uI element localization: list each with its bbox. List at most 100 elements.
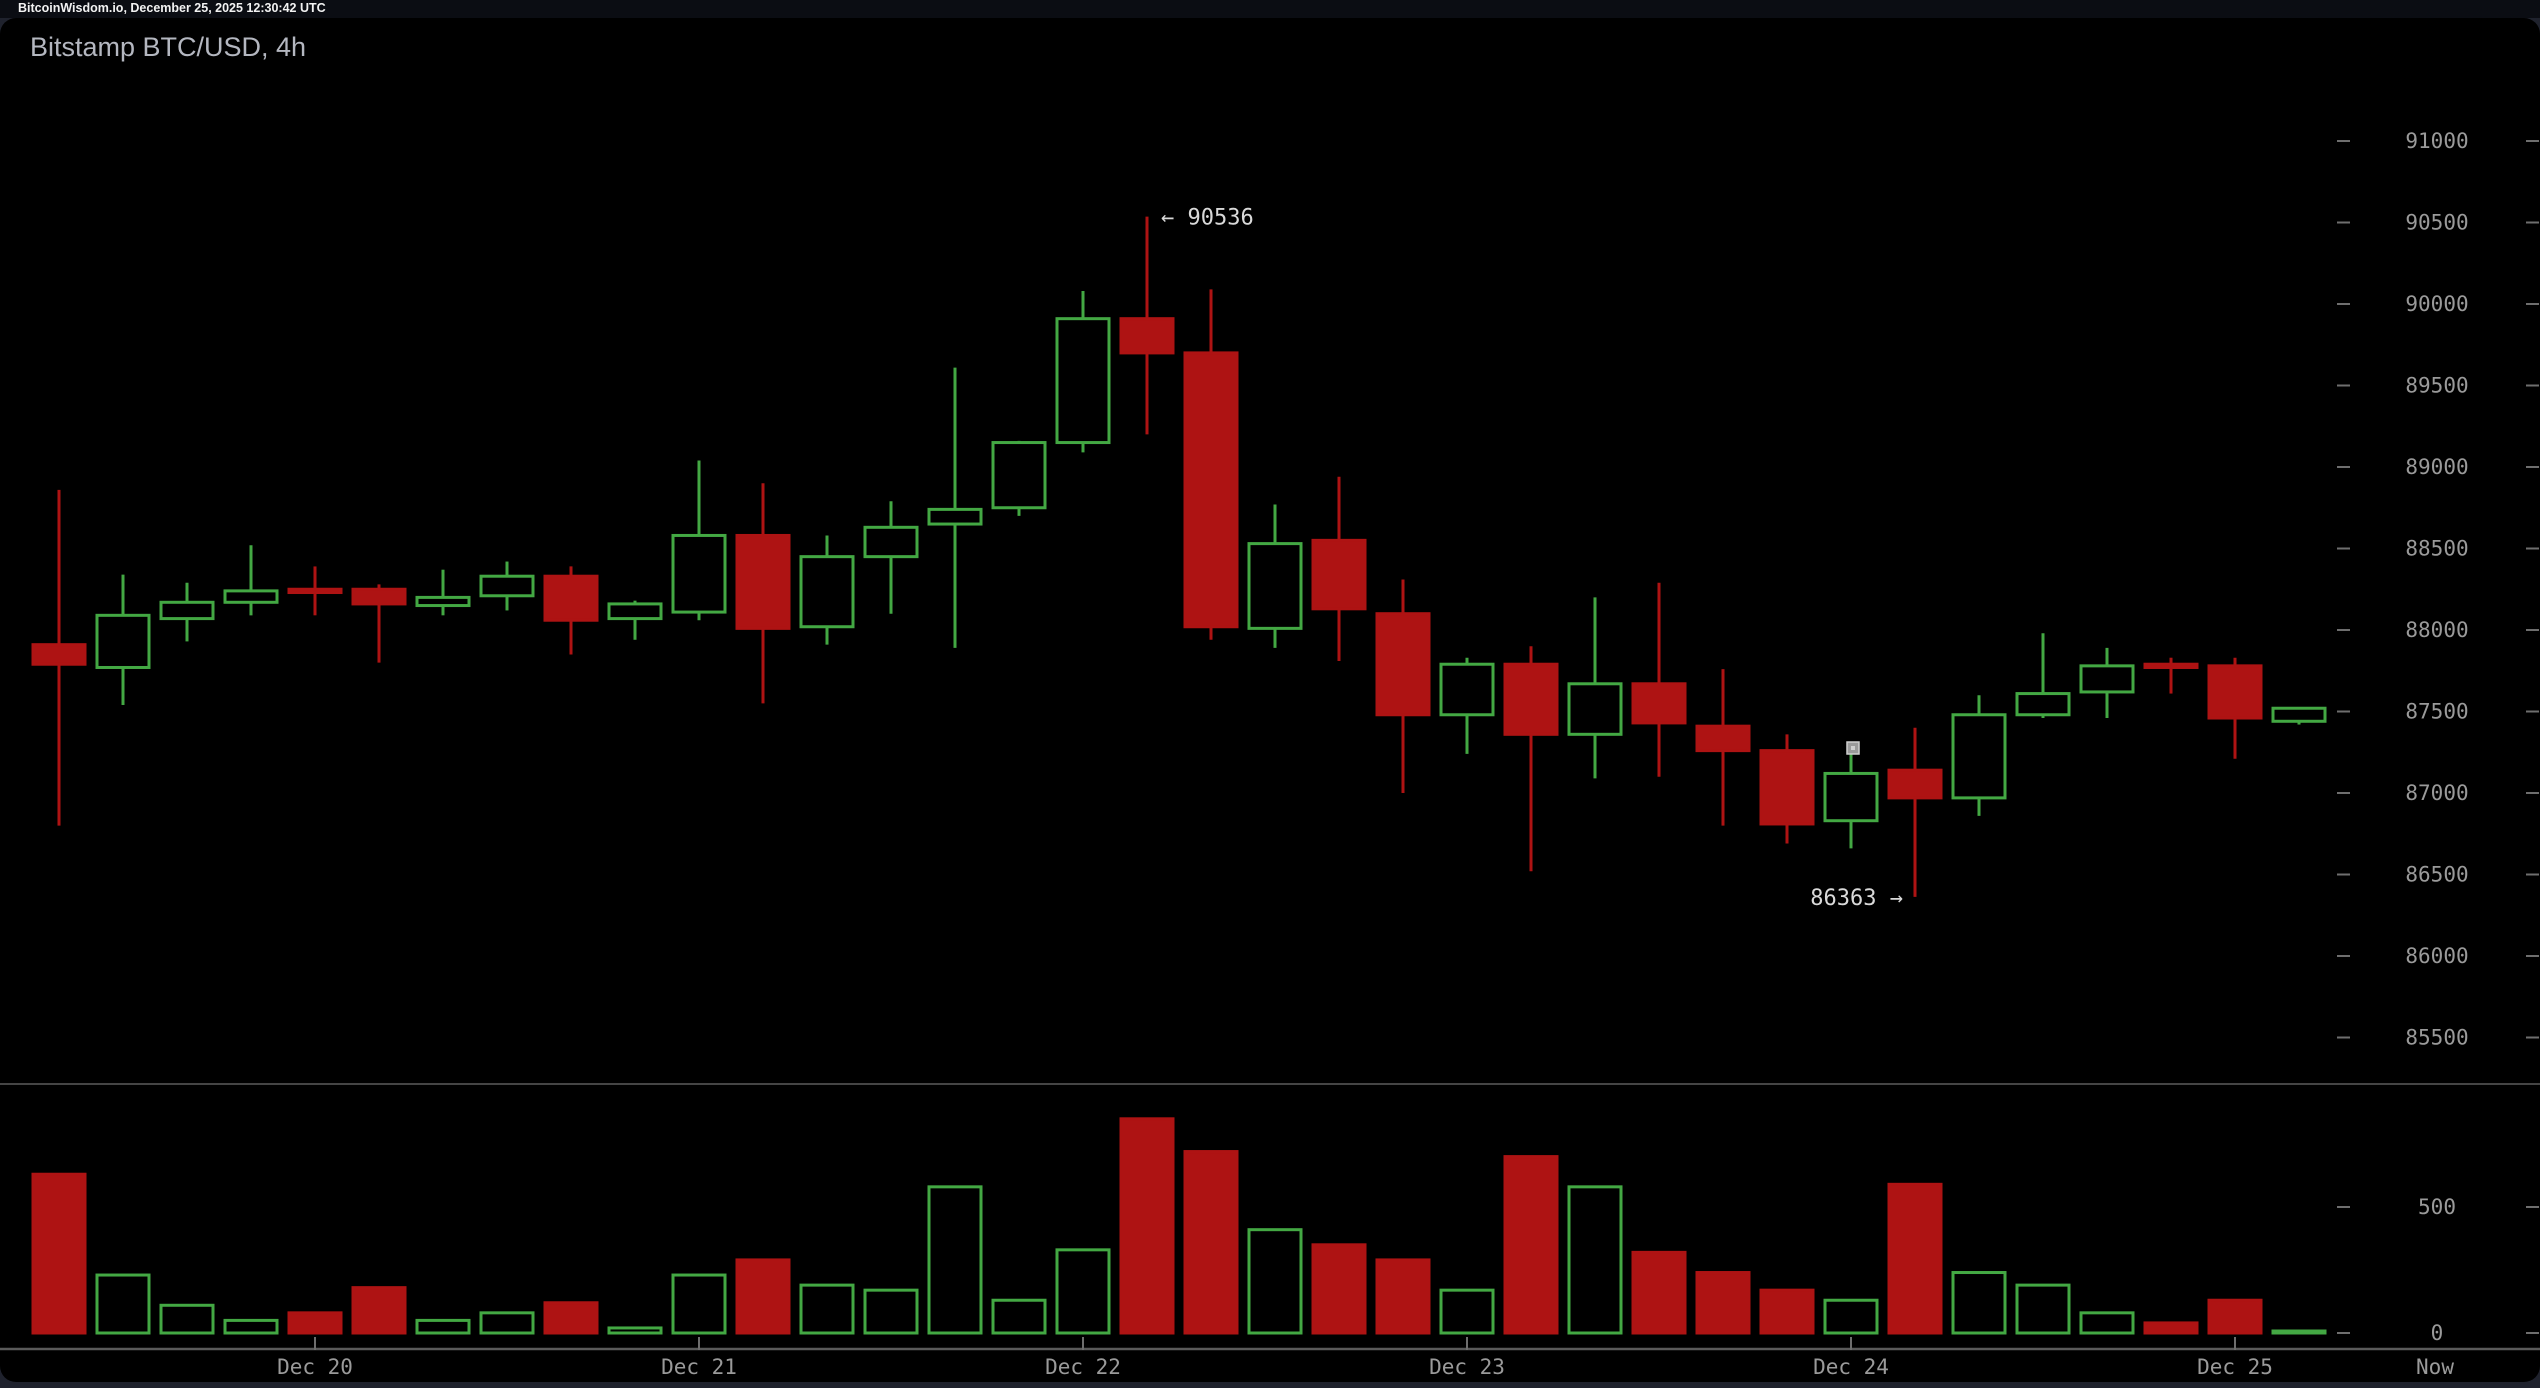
- candle-body: [927, 507, 983, 526]
- candle-body: [223, 589, 279, 604]
- candle: [287, 566, 343, 616]
- candle-body: [1823, 771, 1879, 823]
- candle: [1567, 597, 1623, 779]
- volume-bar: [1055, 1248, 1111, 1335]
- candle: [2271, 706, 2327, 725]
- candle-body: [1503, 662, 1559, 736]
- candle-body: [95, 613, 151, 669]
- candle: [159, 582, 215, 642]
- price-tick-label: 86000: [2405, 944, 2468, 968]
- candlestick-chart[interactable]: 91000 90500 90000 89500 89000 88500 88000 87500…: [0, 18, 2540, 1382]
- candle-body: [671, 533, 727, 614]
- volume-bar: [2143, 1321, 2199, 1335]
- candle: [543, 566, 599, 655]
- candle-body: [1311, 538, 1367, 611]
- volume-bar: [543, 1301, 599, 1335]
- price-tick-label: 87500: [2405, 699, 2468, 723]
- day-label: Dec 25: [2197, 1355, 2273, 1379]
- volume-layer: [31, 1117, 2327, 1335]
- volume-bar: [1887, 1182, 1943, 1335]
- candle: [1375, 579, 1431, 793]
- chart-title: Bitstamp BTC/USD, 4h: [30, 32, 307, 62]
- candle: [1119, 216, 1175, 435]
- cursor-marker: [1846, 741, 1860, 755]
- candle: [1055, 290, 1111, 453]
- candle-body: [1887, 768, 1943, 800]
- price-tick-label: 86500: [2405, 862, 2468, 886]
- price-tick-label: 88000: [2405, 618, 2468, 642]
- volume-bar: [1759, 1288, 1815, 1335]
- price-tick-label: 90500: [2405, 211, 2468, 235]
- volume-bar: [1375, 1258, 1431, 1335]
- price-tick-label: 87000: [2405, 781, 2468, 805]
- day-label: Dec 23: [1429, 1355, 1505, 1379]
- candle: [1887, 727, 1943, 897]
- day-label: Dec 21: [661, 1355, 737, 1379]
- volume-tick-label: 500: [2418, 1195, 2456, 1219]
- cursor-square-dot: [1851, 746, 1855, 750]
- day-label: Dec 20: [277, 1355, 353, 1379]
- candle-body: [2207, 664, 2263, 720]
- candle: [799, 535, 855, 645]
- high-annotation: ← 90536: [1161, 206, 1254, 231]
- candle-body: [2079, 664, 2135, 694]
- volume-bar: [95, 1273, 151, 1335]
- volume-bar: [991, 1298, 1047, 1335]
- volume-bar: [1695, 1271, 1751, 1335]
- price-tick-label: 88500: [2405, 537, 2468, 561]
- candle: [1311, 476, 1367, 661]
- volume-bar: [287, 1311, 343, 1335]
- day-label: Dec 24: [1813, 1355, 1889, 1379]
- chart-panel: Bitstamp BTC/USD, 4h 91000 90500 90000 8950…: [0, 18, 2540, 1382]
- now-label: Now: [2416, 1355, 2454, 1379]
- volume-tick-label: 0: [2431, 1321, 2444, 1345]
- candle: [927, 367, 983, 648]
- price-tick-label: 91000: [2405, 129, 2468, 153]
- volume-axis: 500 0: [2337, 1195, 2539, 1345]
- day-label: Dec 22: [1045, 1355, 1121, 1379]
- volume-bar: [223, 1318, 279, 1335]
- volume-bar: [2207, 1298, 2263, 1335]
- volume-bar: [479, 1311, 535, 1335]
- low-annotation: 86363 →: [1810, 886, 1903, 911]
- candle-body: [735, 533, 791, 630]
- candle: [2015, 633, 2071, 719]
- volume-bar: [2271, 1329, 2327, 1335]
- time-axis: Dec 20 Dec 21 Dec 22 Dec 23 Dec 24 Dec 25 Now: [277, 1337, 2454, 1379]
- candle-body: [1631, 682, 1687, 725]
- volume-bar: [863, 1288, 919, 1335]
- candle: [1183, 289, 1239, 640]
- candle-body: [1759, 749, 1815, 826]
- candle-body: [1247, 542, 1303, 630]
- candle: [1439, 657, 1495, 754]
- volume-bar: [2015, 1283, 2071, 1335]
- candle: [415, 569, 471, 616]
- candle-body: [863, 525, 919, 559]
- candle: [223, 545, 279, 616]
- candle: [1503, 646, 1559, 872]
- panel-separators: [0, 1083, 2540, 1351]
- volume-bar: [1823, 1298, 1879, 1335]
- candle-body: [1439, 662, 1495, 717]
- volume-bar: [31, 1172, 87, 1335]
- volume-bar: [159, 1303, 215, 1335]
- candle: [607, 600, 663, 640]
- candle-body: [287, 587, 343, 595]
- volume-bar: [1439, 1288, 1495, 1335]
- candle: [2207, 657, 2263, 759]
- price-tick-label: 89500: [2405, 374, 2468, 398]
- candle-body: [607, 602, 663, 621]
- candle-body: [351, 587, 407, 606]
- candle: [1695, 669, 1751, 826]
- candle-body: [1183, 351, 1239, 629]
- volume-bar: [1247, 1228, 1303, 1335]
- candle-body: [415, 595, 471, 608]
- candle-body: [1951, 713, 2007, 800]
- status-line: BitcoinWisdom.io, December 25, 2025 12:3…: [18, 1, 326, 15]
- volume-bar: [671, 1273, 727, 1335]
- candle-body: [1695, 724, 1751, 753]
- candle-body: [1119, 317, 1175, 355]
- price-tick-label: 85500: [2405, 1025, 2468, 1049]
- candle: [671, 460, 727, 621]
- candle: [1759, 734, 1815, 844]
